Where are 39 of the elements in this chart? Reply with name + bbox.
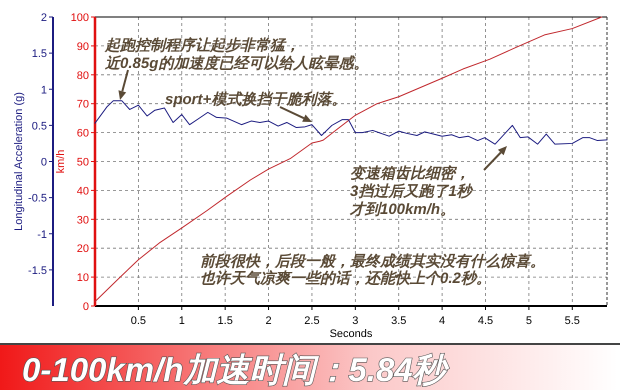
x-tick-label: 1 — [178, 315, 185, 327]
y-tick-label: 80 — [76, 70, 89, 82]
x-tick-label: 5 — [526, 315, 532, 327]
annotation: sport+模式换挡干脆利落。 — [165, 91, 346, 108]
y-tick-label: 30 — [76, 214, 89, 226]
x-tick-label: 5.5 — [564, 315, 580, 327]
y2-axis-title: Longitudinal Acceleration (g) — [13, 92, 25, 231]
y2-tick-label: 2 — [40, 12, 47, 24]
y-tick-label: 50 — [76, 156, 89, 168]
annotation: 3挡过后又跑了1秒 — [350, 183, 472, 200]
x-tick-label: 4 — [439, 315, 446, 327]
x-tick-label: 3 — [352, 315, 358, 327]
x-tick-label: 0.5 — [130, 315, 146, 327]
y-tick-label: 90 — [76, 40, 89, 53]
annotation: 起跑控制程序让起步非常猛， — [105, 37, 300, 54]
y2-tick-label: 0.5 — [32, 120, 47, 132]
x-tick-label: 4.5 — [478, 315, 494, 327]
annotation: 才到100km/h。 — [350, 201, 456, 218]
annotation: 变速箱齿比细密， — [350, 165, 470, 182]
x-tick-label: 2 — [265, 315, 272, 327]
y2-tick-label: 1.5 — [32, 48, 47, 60]
y2-tick-label: -1 — [37, 228, 47, 241]
y-axis-title: km/h — [55, 150, 67, 174]
y2-tick-label: 0 — [40, 156, 47, 168]
x-tick-label: 1.5 — [218, 315, 233, 327]
y2-tick-label: -1.5 — [28, 264, 47, 277]
y-tick-label: 60 — [76, 128, 89, 140]
y2-tick-label: -0.5 — [28, 192, 47, 205]
y-tick-label: 100 — [70, 12, 89, 24]
y2-tick-label: 1 — [40, 84, 47, 96]
y-tick-label: 40 — [76, 185, 89, 198]
y-tick-label: 0 — [82, 301, 89, 313]
x-tick-label: 3.5 — [391, 315, 406, 327]
x-axis-title: Seconds — [330, 328, 373, 340]
x-tick-label: 2.5 — [304, 315, 320, 327]
y-tick-label: 20 — [76, 243, 89, 256]
y-tick-label: 10 — [76, 272, 89, 284]
y-tick-label: 70 — [76, 98, 89, 111]
text: 0-100km/h加速时间：5.84秒 — [22, 351, 450, 388]
